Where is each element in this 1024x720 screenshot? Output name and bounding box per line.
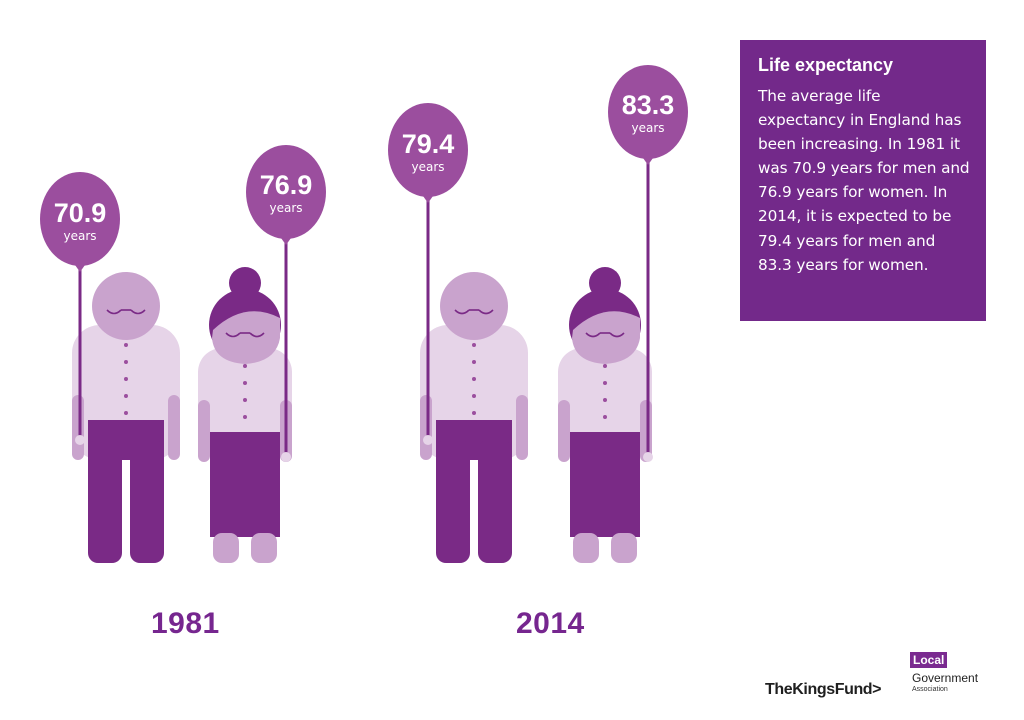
lga-logo: Local Government Association [910,652,1000,704]
glasses-icon [106,309,146,315]
woman-arm [198,400,210,462]
shirt-buttons [603,364,607,419]
info-box: Life expectancy The average life expecta… [740,40,986,321]
man-leg [478,440,512,563]
shirt-buttons [472,343,476,415]
balloon-unit: years [63,229,96,243]
hand [281,452,291,462]
woman-skirt [210,432,280,537]
year-label-1981: 1981 [151,607,220,640]
woman-arm [558,400,570,462]
balloon-unit: years [631,121,664,135]
woman-skirt [570,432,640,537]
balloon-woman-2014: 83.3 years [608,65,688,165]
hand [75,435,85,445]
balloon-icon [40,172,120,266]
glasses-icon [225,332,265,338]
balloon-woman-1981: 76.9 years [246,145,326,245]
lga-association-label: Association [912,686,948,693]
glasses-icon [454,309,494,315]
hand [643,452,653,462]
balloon-value: 79.4 [402,129,455,159]
shirt-buttons [124,343,128,415]
glasses-icon [585,332,625,338]
woman-leg [251,533,277,563]
balloon-icon [608,65,688,159]
balloon-value: 76.9 [260,170,313,200]
man-leg [436,440,470,563]
balloon-unit: years [411,160,444,174]
balloon-unit: years [269,201,302,215]
hand [423,435,433,445]
lga-government-label: Government [912,671,979,685]
woman-leg [611,533,637,563]
info-body: The average life expectancy in England h… [758,87,970,274]
man-arm [420,395,432,460]
balloon-value: 83.3 [622,90,675,120]
figure-man-2014 [420,200,528,563]
figure-man-1981 [72,265,180,563]
woman-leg [573,533,599,563]
figure-woman-1981 [198,240,292,563]
man-arm [516,395,528,460]
man-head [92,272,160,340]
man-arm [168,395,180,460]
woman-face [572,311,640,364]
year-label-2014: 2014 [516,607,585,640]
kings-fund-logo: TheKingsFund> [765,681,882,698]
balloon-icon [246,145,326,239]
shirt-buttons [243,364,247,419]
balloon-value: 70.9 [54,198,107,228]
lga-local-label: Local [910,652,948,668]
man-leg [88,440,122,563]
man-arm [72,395,84,460]
man-head [440,272,508,340]
balloon-man-2014: 79.4 years [388,103,468,203]
info-title: Life expectancy [758,55,894,75]
balloon-man-1981: 70.9 years [40,172,120,272]
balloon-icon [388,103,468,197]
woman-leg [213,533,239,563]
figure-woman-2014 [558,160,653,563]
woman-face [212,311,280,364]
man-leg [130,440,164,563]
